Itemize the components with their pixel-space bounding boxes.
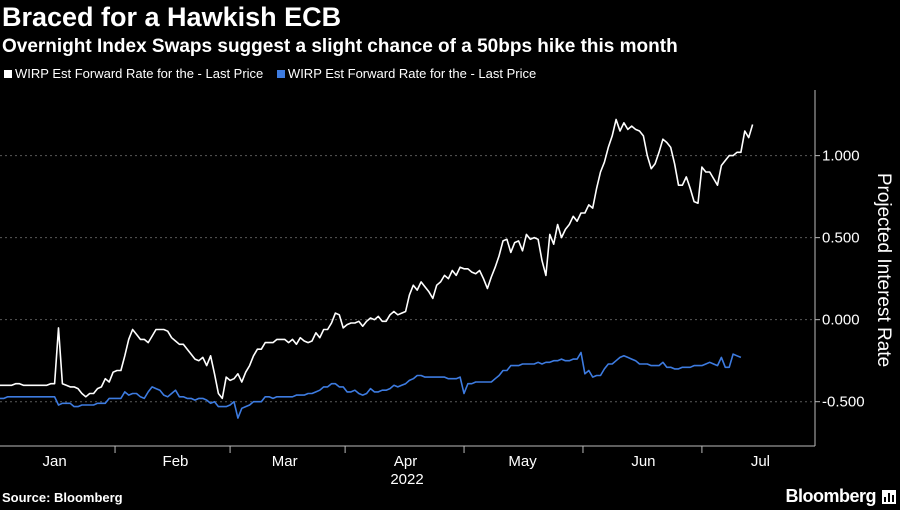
bar-chart-icon [882,490,896,504]
white-series-line [0,118,754,400]
y-tick-label-1: 0.500 [822,230,860,247]
y-axis: 1.000 0.500 0.000 -0.500 [815,148,865,411]
legend-label-blue: WIRP Est Forward Rate for the - Last Pri… [287,66,537,81]
x-tick-label-apr: Apr [394,453,417,470]
y-tick-label-0: 1.000 [822,148,860,165]
gridlines [0,155,815,403]
chart-title: Braced for a Hawkish ECB [2,2,342,32]
x-tick-label-may: May [508,453,537,470]
legend-label-white: WIRP Est Forward Rate for the - Last Pri… [15,66,264,81]
x-tick-label-jan: Jan [42,453,66,470]
chart-subtitle: Overnight Index Swaps suggest a slight c… [2,36,678,57]
x-tick-label-jul: Jul [751,453,770,470]
y-axis-title: Projected Interest Rate [873,173,894,367]
legend-item-blue-series: WIRP Est Forward Rate for the - Last Pri… [276,66,537,81]
year-label: 2022 [390,471,423,488]
x-axis: Jan Feb Mar Apr May Jun Jul [42,446,770,470]
legend-swatch-blue [276,70,285,78]
y-tick-label-3: -0.500 [822,394,865,411]
series-lines [0,118,754,419]
y-tick-label-2: 0.000 [822,312,860,329]
legend-swatch-white [4,70,12,78]
x-tick-label-feb: Feb [163,453,189,470]
x-tick-label-mar: Mar [272,453,298,470]
x-tick-label-jun: Jun [631,453,655,470]
bloomberg-logo: Bloomberg [785,486,876,506]
legend: WIRP Est Forward Rate for the - Last Pri… [4,66,546,81]
source-note: Source: Bloomberg [2,490,123,505]
legend-item-white-series: WIRP Est Forward Rate for the - Last Pri… [4,66,263,81]
blue-series-line [0,351,742,419]
